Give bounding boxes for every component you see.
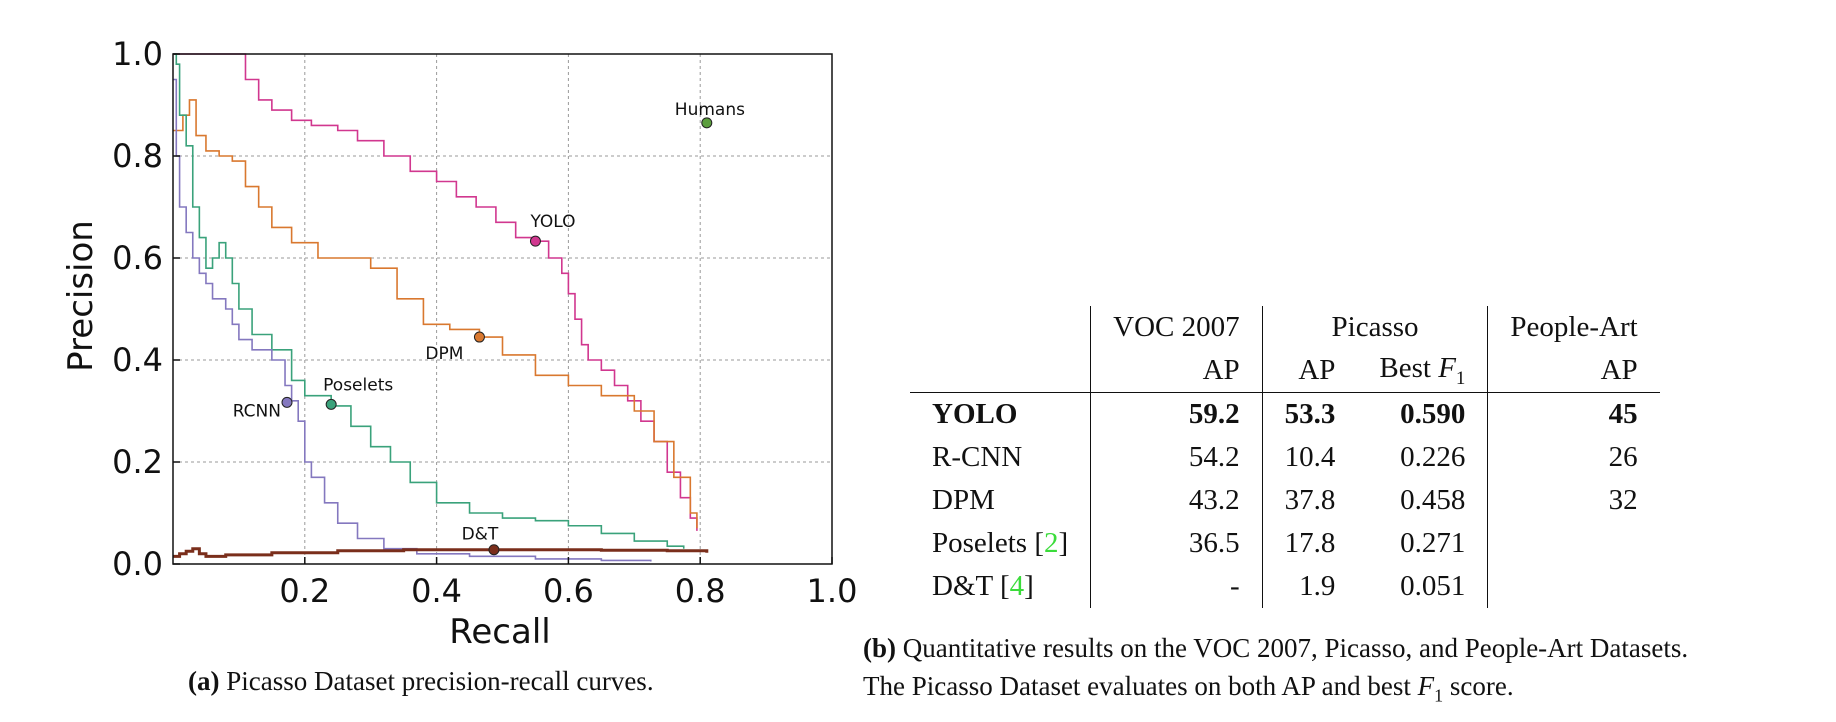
series-marker-poselets <box>325 398 337 410</box>
caption-a-text: Picasso Dataset precision-recall curves. <box>219 666 654 696</box>
y-tick-label: 0.6 <box>112 239 163 277</box>
row-voc: - <box>1090 565 1263 608</box>
subheader-voc-ap: AP <box>1090 349 1263 393</box>
caption-b-f-symbol: F <box>1417 671 1435 701</box>
series-line-yolo <box>173 53 698 531</box>
subheader-people-art-ap: AP <box>1487 349 1660 393</box>
series-marker-dt <box>488 544 500 556</box>
y-axis-label: Precision <box>61 220 101 372</box>
chart-grid <box>173 54 832 564</box>
x-tick-label: 0.8 <box>675 572 726 610</box>
subheader-f-subscript: 1 <box>1455 367 1466 389</box>
row-voc: 36.5 <box>1090 522 1263 565</box>
chart-markers: YOLO DPM Poselets RCNN D&T Humans <box>233 100 745 556</box>
row-method: Poselets [2] <box>932 527 1069 559</box>
x-tick-label: 0.4 <box>411 572 462 610</box>
row-citation-link[interactable]: 4 <box>1009 570 1025 602</box>
series-line-dpm <box>173 99 698 529</box>
series-label: YOLO <box>529 212 575 232</box>
row-people-art <box>1487 565 1660 608</box>
chart-ticks: 0.2 0.4 0.6 0.8 1.0 0.0 0.2 0.4 0.6 0.8 1.0 <box>112 35 857 610</box>
caption-b-f-subscript: 1 <box>1434 685 1444 706</box>
caption-a: (a) Picasso Dataset precision-recall cur… <box>188 666 654 697</box>
series-line-rcnn <box>173 78 652 562</box>
row-picasso-f1: 0.051 <box>1400 570 1466 602</box>
series-line-dt <box>173 547 709 558</box>
row-method-name: Poselets <box>932 527 1035 559</box>
table-row: Poselets [2] 36.5 17.8 0.271 <box>910 522 1660 565</box>
series-marker-yolo <box>529 235 541 247</box>
header-picasso: Picasso <box>1261 306 1488 349</box>
series-line-poselets <box>173 53 685 549</box>
row-people-art: 26 <box>1487 436 1660 479</box>
series-label: DPM <box>425 344 463 364</box>
subheader-best: Best <box>1379 351 1431 384</box>
table-row: YOLO 59.2 53.3 0.590 45 <box>910 392 1660 436</box>
row-people-art <box>1487 522 1660 565</box>
table-row: R-CNN 54.2 10.4 0.226 26 <box>910 436 1660 479</box>
subheader-picasso-f1: Best F1 <box>1357 349 1488 393</box>
row-picasso-f1: 0.271 <box>1400 527 1466 559</box>
row-picasso-f1: 0.590 <box>1400 398 1466 430</box>
series-label: Poselets <box>323 375 393 395</box>
row-picasso-ap: 1.9 <box>1261 565 1358 608</box>
table-group-header-row: VOC 2007 Picasso People-Art <box>910 306 1660 349</box>
row-method: DPM <box>932 484 995 516</box>
row-voc: 59.2 <box>1090 392 1263 436</box>
row-picasso-ap: 37.8 <box>1261 479 1358 522</box>
subheader-picasso-ap: AP <box>1261 349 1358 393</box>
caption-b-label: (b) <box>863 633 896 663</box>
series-marker-rcnn <box>281 396 293 408</box>
caption-b: (b) Quantitative results on the VOC 2007… <box>863 629 1688 714</box>
y-tick-label: 0.4 <box>112 341 163 379</box>
caption-b-text-line2: The Picasso Dataset evaluates on both AP… <box>863 671 1418 701</box>
chart-curves <box>173 53 709 562</box>
row-picasso-ap: 53.3 <box>1261 392 1358 436</box>
y-tick-label: 0.8 <box>112 137 163 175</box>
row-method: R-CNN <box>932 441 1023 473</box>
row-citation-link[interactable]: 2 <box>1043 527 1059 559</box>
row-picasso-ap: 10.4 <box>1261 436 1358 479</box>
subheader-f-symbol: F <box>1438 351 1456 384</box>
y-tick-label: 0.2 <box>112 443 163 481</box>
row-voc: 43.2 <box>1090 479 1263 522</box>
x-tick-label: 0.2 <box>279 572 330 610</box>
x-tick-label: 1.0 <box>807 572 858 610</box>
x-tick-label: 0.6 <box>543 572 594 610</box>
series-marker-dpm <box>473 331 485 343</box>
row-picasso-ap: 17.8 <box>1261 522 1358 565</box>
series-label: RCNN <box>233 401 281 421</box>
caption-a-label: (a) <box>188 666 220 696</box>
row-method-name: D&T <box>932 570 1000 602</box>
y-tick-label: 0.0 <box>112 545 163 583</box>
series-marker-humans <box>701 117 713 129</box>
table-row: D&T [4] - 1.9 0.051 <box>910 565 1660 608</box>
plot-frame <box>172 53 833 565</box>
header-people-art: People-Art <box>1487 306 1660 349</box>
row-people-art: 32 <box>1487 479 1660 522</box>
row-method: YOLO <box>932 398 1018 430</box>
row-picasso-f1: 0.226 <box>1400 441 1466 473</box>
row-voc: 54.2 <box>1090 436 1263 479</box>
y-tick-label: 1.0 <box>112 35 163 73</box>
caption-b-text-line1: Quantitative results on the VOC 2007, Pi… <box>896 633 1689 663</box>
results-table: VOC 2007 Picasso People-Art AP AP Best F… <box>910 306 1660 608</box>
x-axis-label: Recall <box>449 612 550 652</box>
table-sub-header-row: AP AP Best F1 AP <box>910 349 1660 393</box>
series-label: Humans <box>675 100 745 120</box>
header-voc2007: VOC 2007 <box>1090 306 1263 349</box>
row-method: D&T [4] <box>932 570 1034 602</box>
series-label: D&T <box>462 525 499 545</box>
row-people-art: 45 <box>1487 392 1660 436</box>
table-row: DPM 43.2 37.8 0.458 32 <box>910 479 1660 522</box>
caption-b-text-line2-end: score. <box>1443 671 1514 701</box>
row-picasso-f1: 0.458 <box>1400 484 1466 516</box>
